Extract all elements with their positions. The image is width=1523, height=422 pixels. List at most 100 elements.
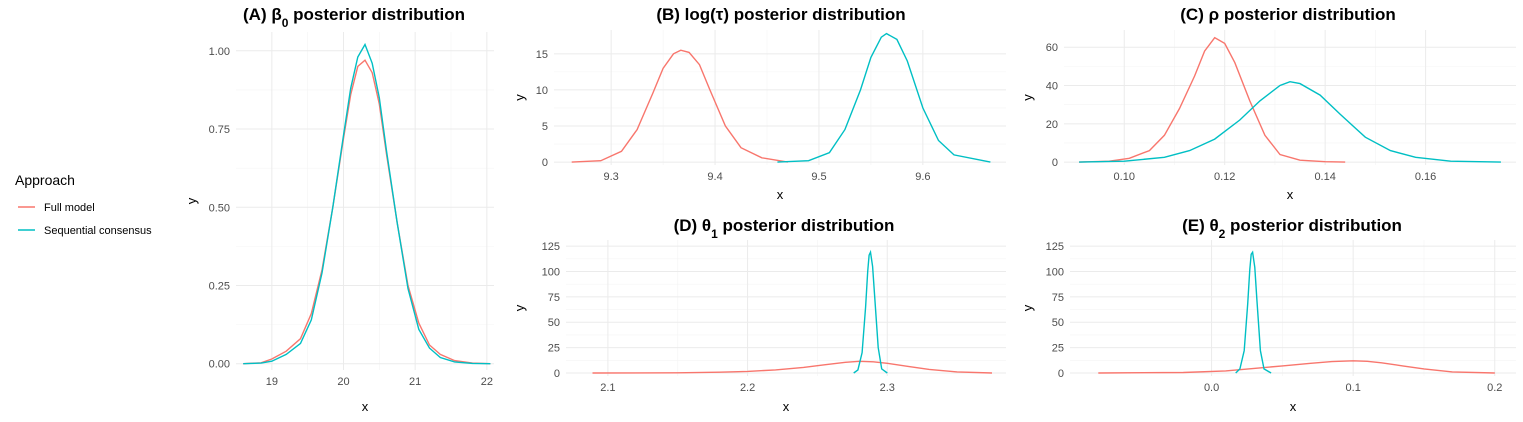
panel-e: 0.0 0.1 0.2 0 25 50 75 100 125 x y (E) θ2 posterior… bbox=[1020, 216, 1516, 414]
y-axis-label: y bbox=[1020, 304, 1035, 311]
legend-label-full-model: Full model bbox=[44, 202, 95, 214]
x-tick-label: 22 bbox=[481, 376, 493, 388]
y-tick-label: 20 bbox=[1046, 119, 1058, 131]
panel-title: (E) θ2 posterior distribution bbox=[1182, 216, 1402, 241]
minor-gridlines bbox=[1070, 240, 1516, 376]
x-tick-label: 0.2 bbox=[1487, 382, 1502, 394]
x-tick-label: 20 bbox=[337, 376, 349, 388]
density-curve-full-model bbox=[243, 59, 491, 365]
x-axis-label: x bbox=[783, 399, 790, 414]
title-subscript: 1 bbox=[711, 227, 718, 241]
x-tick-label: 0.16 bbox=[1415, 171, 1436, 183]
major-gridlines bbox=[554, 30, 1006, 165]
y-tick-label: 75 bbox=[1052, 292, 1064, 304]
title-subscript: 2 bbox=[1219, 227, 1226, 241]
title-text: (E) θ bbox=[1182, 216, 1219, 235]
y-tick-label: 25 bbox=[1052, 343, 1064, 355]
x-tick-label: 2.3 bbox=[880, 382, 895, 394]
y-tick-label: 25 bbox=[548, 343, 560, 355]
y-tick-label: 50 bbox=[548, 317, 560, 329]
title-text: (B) log(τ) posterior distribution bbox=[656, 5, 905, 24]
y-tick-label: 0 bbox=[1058, 368, 1064, 380]
panel-title: (B) log(τ) posterior distribution bbox=[656, 5, 905, 24]
density-curve-full-model bbox=[571, 49, 788, 163]
y-tick-label: 0 bbox=[554, 368, 560, 380]
title-text: (C) ρ posterior distribution bbox=[1180, 5, 1395, 24]
density-curve-sequential-consensus bbox=[243, 42, 491, 365]
y-tick-label: 50 bbox=[1052, 317, 1064, 329]
x-tick-label: 21 bbox=[409, 376, 421, 388]
x-axis-label: x bbox=[777, 187, 784, 202]
title-text: posterior distribution bbox=[288, 5, 465, 24]
panel-a: 19 20 21 22 0.00 0.25 0.50 0.75 1.00 x y (A) β0 pos… bbox=[184, 5, 494, 414]
minor-gridlines bbox=[554, 30, 1006, 165]
y-tick-label: 75 bbox=[548, 292, 560, 304]
y-tick-label: 40 bbox=[1046, 81, 1058, 93]
y-tick-label: 15 bbox=[536, 49, 548, 61]
x-tick-label: 0.14 bbox=[1314, 171, 1335, 183]
y-tick-label: 1.00 bbox=[209, 46, 230, 58]
density-curve-sequential-consensus bbox=[1079, 80, 1501, 163]
density-curve-full-model bbox=[1098, 360, 1495, 374]
minor-gridlines bbox=[566, 240, 1006, 376]
panel-title: (A) β0 posterior distribution bbox=[243, 5, 465, 30]
y-tick-label: 100 bbox=[1046, 266, 1064, 278]
density-curve-sequential-consensus bbox=[777, 32, 991, 163]
y-axis-label: y bbox=[1020, 94, 1035, 101]
minor-gridlines bbox=[1064, 30, 1516, 165]
x-axis-label: x bbox=[1287, 187, 1294, 202]
legend: Approach Full model Sequential consensus bbox=[15, 172, 152, 237]
panel-title: (C) ρ posterior distribution bbox=[1180, 5, 1395, 24]
y-tick-label: 0.25 bbox=[209, 281, 230, 293]
y-tick-label: 0.00 bbox=[209, 359, 230, 371]
y-tick-label: 5 bbox=[542, 121, 548, 133]
x-tick-label: 9.5 bbox=[811, 171, 826, 183]
major-gridlines bbox=[1070, 240, 1516, 376]
title-text: posterior distribution bbox=[1225, 216, 1402, 235]
density-curve-sequential-consensus bbox=[853, 249, 888, 374]
legend-label-sequential-consensus: Sequential consensus bbox=[44, 225, 152, 237]
y-tick-label: 0.75 bbox=[209, 124, 230, 136]
x-tick-label: 2.1 bbox=[600, 382, 615, 394]
x-tick-label: 9.6 bbox=[915, 171, 930, 183]
major-gridlines bbox=[566, 240, 1006, 376]
title-text: posterior distribution bbox=[718, 216, 895, 235]
y-tick-label: 60 bbox=[1046, 42, 1058, 54]
x-tick-label: 2.2 bbox=[740, 382, 755, 394]
x-tick-label: 19 bbox=[266, 376, 278, 388]
y-axis-label: y bbox=[512, 304, 527, 311]
x-tick-label: 0.10 bbox=[1114, 171, 1135, 183]
legend-title: Approach bbox=[15, 172, 75, 188]
panel-d: 2.1 2.2 2.3 0 25 50 75 100 125 x y (D) θ1 posterior… bbox=[512, 216, 1006, 414]
x-tick-label: 9.4 bbox=[707, 171, 722, 183]
panel-title: (D) θ1 posterior distribution bbox=[674, 216, 895, 241]
x-tick-label: 0.1 bbox=[1346, 382, 1361, 394]
x-tick-label: 9.3 bbox=[604, 171, 619, 183]
y-axis-label: y bbox=[512, 94, 527, 101]
y-tick-label: 0 bbox=[542, 157, 548, 169]
panel-b: 9.3 9.4 9.5 9.6 0 5 10 15 x y (B) log(τ) posterior… bbox=[512, 5, 1006, 202]
panel-c: 0.10 0.12 0.14 0.16 0 20 40 60 x y (C) ρ posterior… bbox=[1020, 5, 1516, 202]
y-tick-label: 100 bbox=[542, 266, 560, 278]
major-gridlines bbox=[236, 32, 494, 370]
density-curve-full-model bbox=[592, 360, 993, 374]
y-axis-label: y bbox=[184, 197, 199, 204]
x-tick-label: 0.0 bbox=[1204, 382, 1219, 394]
density-curve-sequential-consensus bbox=[1235, 250, 1272, 374]
title-text: (A) β bbox=[243, 5, 282, 24]
density-curve-full-model bbox=[1079, 36, 1346, 163]
major-gridlines bbox=[1064, 30, 1516, 165]
title-text: (D) θ bbox=[674, 216, 712, 235]
x-axis-label: x bbox=[362, 399, 369, 414]
title-subscript: 0 bbox=[282, 16, 289, 30]
minor-gridlines bbox=[236, 32, 494, 370]
y-tick-label: 10 bbox=[536, 85, 548, 97]
y-tick-label: 0.50 bbox=[209, 202, 230, 214]
y-tick-label: 125 bbox=[1046, 241, 1064, 253]
x-axis-label: x bbox=[1290, 399, 1297, 414]
x-tick-label: 0.12 bbox=[1214, 171, 1235, 183]
y-tick-label: 0 bbox=[1052, 157, 1058, 169]
y-tick-label: 125 bbox=[542, 241, 560, 253]
